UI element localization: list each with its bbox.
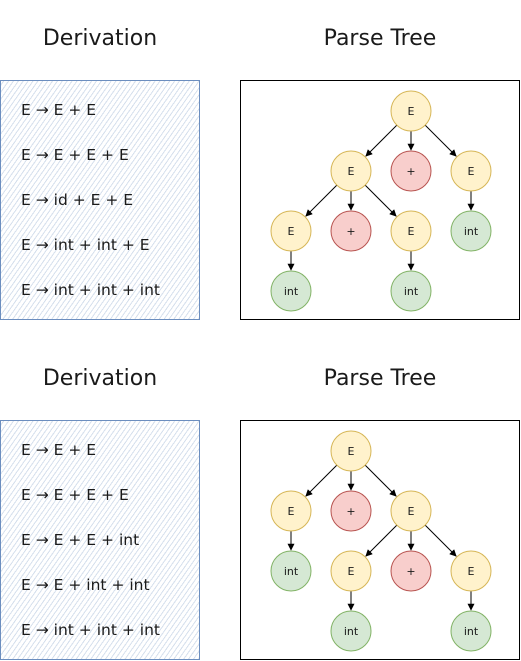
derives-arrow: → (35, 486, 49, 504)
tree-edge (365, 124, 398, 157)
step-lhs: E (21, 621, 31, 639)
step-lhs: E (21, 191, 31, 209)
tree-edge (305, 184, 338, 217)
derivation-box-1: E → E + E E → E + E + E E → id + E + E E… (0, 80, 200, 320)
tree-edge (424, 124, 457, 157)
tree-edge (424, 524, 457, 557)
derivation-step: E → E + E + E (21, 486, 129, 504)
derivation-step: E → E + int + int (21, 576, 150, 594)
derivation-step: E → E + E (21, 441, 96, 459)
node-label: + (346, 225, 355, 238)
step-lhs: E (21, 576, 31, 594)
derives-arrow: → (35, 531, 49, 549)
tree-edge (364, 184, 397, 217)
node-label: int (404, 285, 419, 298)
step-lhs: E (21, 441, 31, 459)
step-lhs: E (21, 236, 31, 254)
derives-arrow: → (35, 621, 49, 639)
derives-arrow: → (35, 281, 49, 299)
terminal-node: int (330, 610, 372, 652)
terminal-node: int (450, 610, 492, 652)
node-label: int (284, 285, 299, 298)
terminal-node: int (390, 270, 432, 312)
step-rhs: E + E + E (53, 146, 129, 164)
terminal-node: int (270, 550, 312, 592)
node-label: E (348, 445, 355, 458)
node-label: int (464, 225, 479, 238)
node-label: + (406, 165, 415, 178)
operator-node: + (390, 150, 432, 192)
step-rhs: int + int + int (53, 281, 160, 299)
step-rhs: E + E (53, 441, 97, 459)
step-lhs: E (21, 486, 31, 504)
step-lhs: E (21, 281, 31, 299)
node-label: int (344, 625, 359, 638)
step-rhs: E + E + int (53, 531, 140, 549)
nonterminal-node: E (450, 150, 492, 192)
nonterminal-node: E (270, 490, 312, 532)
derives-arrow: → (35, 101, 49, 119)
operator-node: + (330, 210, 372, 252)
node-label: E (468, 165, 475, 178)
node-label: + (406, 565, 415, 578)
terminal-node: int (270, 270, 312, 312)
nonterminal-node: E (330, 550, 372, 592)
step-lhs: E (21, 531, 31, 549)
node-label: E (408, 225, 415, 238)
derivation-step: E → E + E + E (21, 146, 129, 164)
node-label: E (348, 565, 355, 578)
node-label: E (408, 505, 415, 518)
operator-node: + (330, 490, 372, 532)
derives-arrow: → (35, 236, 49, 254)
derives-arrow: → (35, 441, 49, 459)
derivation-step: E → E + E (21, 101, 96, 119)
nonterminal-node: E (390, 210, 432, 252)
derivation-step: E → int + int + int (21, 621, 160, 639)
nonterminal-node: E (390, 490, 432, 532)
derivation-step: E → int + int + E (21, 236, 150, 254)
node-label: E (288, 225, 295, 238)
node-label: int (284, 565, 299, 578)
derivation-title-2: Derivation (42, 366, 158, 391)
derivation-step: E → E + E + int (21, 531, 139, 549)
node-label: E (348, 165, 355, 178)
node-label: E (408, 105, 415, 118)
tree-edge (305, 464, 338, 497)
nonterminal-node: E (270, 210, 312, 252)
step-lhs: E (21, 146, 31, 164)
derivation-step: E → int + int + int (21, 281, 160, 299)
node-label: + (346, 505, 355, 518)
node-label: E (288, 505, 295, 518)
step-rhs: int + int + E (53, 236, 150, 254)
nonterminal-node: E (330, 150, 372, 192)
operator-node: + (390, 550, 432, 592)
terminal-node: int (450, 210, 492, 252)
node-label: E (468, 565, 475, 578)
derivation-step: E → id + E + E (21, 191, 133, 209)
step-rhs: E + E + E (53, 486, 129, 504)
step-rhs: E + int + int (53, 576, 150, 594)
step-rhs: id + E + E (53, 191, 134, 209)
step-rhs: int + int + int (53, 621, 160, 639)
derives-arrow: → (35, 576, 49, 594)
derivation-title-1: Derivation (42, 26, 158, 51)
step-lhs: E (21, 101, 31, 119)
nonterminal-node: E (330, 430, 372, 472)
parse-tree-title-1: Parse Tree (323, 26, 437, 51)
tree-edge (364, 464, 397, 497)
step-rhs: E + E (53, 101, 97, 119)
nonterminal-node: E (390, 90, 432, 132)
parse-tree-title-2: Parse Tree (323, 366, 437, 391)
derivation-box-2: E → E + E E → E + E + E E → E + E + int … (0, 420, 200, 660)
tree-edge (365, 524, 398, 557)
node-label: int (464, 625, 479, 638)
derives-arrow: → (35, 191, 49, 209)
nonterminal-node: E (450, 550, 492, 592)
derives-arrow: → (35, 146, 49, 164)
